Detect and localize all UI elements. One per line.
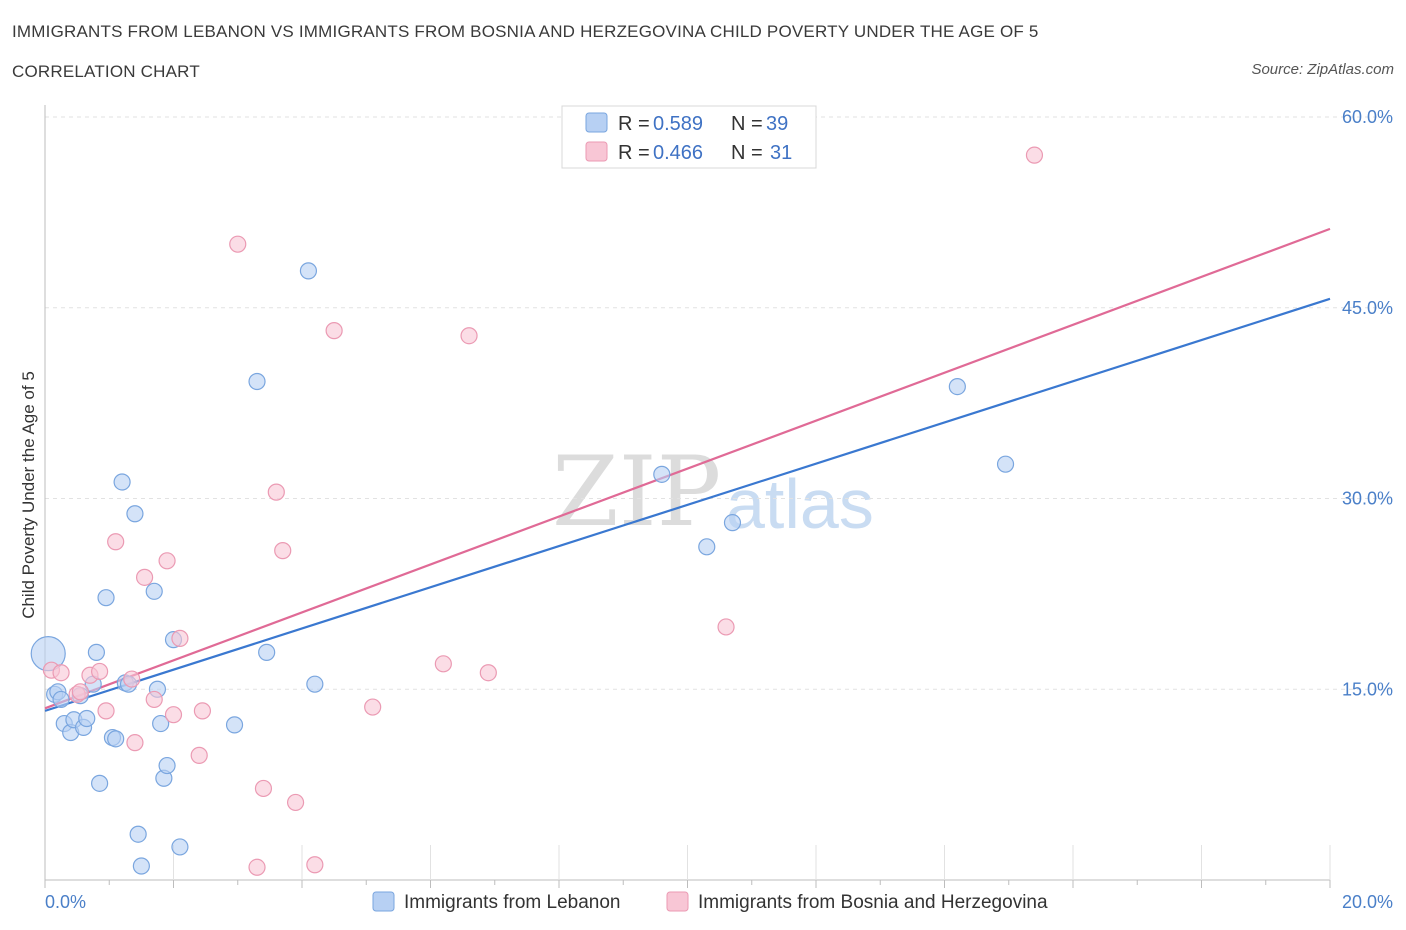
point-bosnia xyxy=(164,706,183,724)
point-bosnia xyxy=(171,629,189,647)
point-lebanon xyxy=(91,774,109,792)
point-lebanon xyxy=(113,473,131,491)
point-lebanon xyxy=(107,730,125,748)
point-bosnia xyxy=(71,683,89,701)
point-lebanon xyxy=(152,714,170,733)
point-lebanon xyxy=(129,825,147,843)
trend-line-lebanon xyxy=(44,297,1331,712)
tick-labels: 15.0% 30.0% 45.0% 60.0% 0.0% 20.0% xyxy=(45,107,1393,912)
y-axis-label: Child Poverty Under the Age of 5 xyxy=(19,371,38,619)
point-lebanon xyxy=(698,538,716,556)
point-lebanon xyxy=(87,643,106,661)
point-lebanon xyxy=(52,690,70,709)
point-bosnia xyxy=(1025,146,1044,164)
point-lebanon xyxy=(299,262,318,280)
point-bosnia xyxy=(434,655,452,673)
point-bosnia xyxy=(306,856,324,874)
legend-r-value: 0.589 xyxy=(653,113,703,135)
point-lebanon xyxy=(248,372,266,391)
point-bosnia xyxy=(229,235,247,253)
series-legend: Immigrants from Lebanon Immigrants from … xyxy=(372,891,1048,913)
axes xyxy=(44,105,1331,888)
point-bosnia xyxy=(254,779,273,798)
point-bosnia xyxy=(135,568,154,586)
source-label: Source: ZipAtlas.com xyxy=(1251,61,1394,78)
point-bosnia xyxy=(145,690,163,709)
point-lebanon xyxy=(653,465,671,483)
y-tick-label: 30.0% xyxy=(1342,489,1393,509)
point-bosnia xyxy=(286,793,305,812)
legend-n-label: N = xyxy=(731,113,763,135)
point-lebanon xyxy=(97,589,115,607)
point-lebanon xyxy=(158,756,176,775)
trend-lines xyxy=(44,227,1331,712)
point-bosnia xyxy=(107,533,125,551)
point-lebanon xyxy=(723,514,742,532)
legend-n-value: 31 xyxy=(770,142,792,164)
chart-subtitle: CORRELATION CHART xyxy=(12,62,200,81)
stats-legend: R = 0.589 N = 39 R = 0.466 N = 31 xyxy=(561,105,817,169)
x-tick-label: 0.0% xyxy=(45,892,86,912)
x-tick-label: 20.0% xyxy=(1342,892,1393,912)
point-bosnia xyxy=(717,618,735,636)
bottom-legend-swatch-lebanon xyxy=(372,891,395,912)
trend-line-bosnia xyxy=(44,227,1331,710)
point-bosnia xyxy=(126,734,144,752)
watermark-zip: ZIP xyxy=(552,436,721,548)
point-bosnia xyxy=(479,664,497,682)
point-lebanon xyxy=(306,675,324,693)
point-bosnia xyxy=(267,483,285,501)
legend-swatch-bosnia xyxy=(585,141,608,162)
data-points xyxy=(30,146,1044,876)
legend-swatch-lebanon xyxy=(585,112,608,133)
point-lebanon xyxy=(126,505,144,523)
bottom-legend-lebanon: Immigrants from Lebanon xyxy=(404,892,621,913)
point-bosnia xyxy=(52,664,70,682)
y-tick-label: 45.0% xyxy=(1342,298,1393,318)
point-bosnia xyxy=(364,698,382,716)
legend-r-label: R = xyxy=(618,113,650,135)
y-tick-label: 60.0% xyxy=(1342,107,1393,127)
point-lebanon xyxy=(171,838,189,856)
point-lebanon xyxy=(948,377,966,396)
point-lebanon xyxy=(258,643,276,661)
bottom-legend-bosnia: Immigrants from Bosnia and Herzegovina xyxy=(698,892,1048,913)
legend-n-value: 39 xyxy=(766,113,788,135)
point-bosnia xyxy=(193,702,212,720)
legend-n-label: N = xyxy=(731,142,763,164)
point-bosnia xyxy=(190,746,208,764)
point-bosnia xyxy=(91,662,109,681)
point-bosnia xyxy=(123,670,141,688)
point-bosnia xyxy=(460,327,478,345)
point-lebanon xyxy=(78,709,96,728)
legend-r-label: R = xyxy=(618,142,650,164)
bottom-legend-swatch-bosnia xyxy=(666,891,689,912)
point-lebanon xyxy=(996,455,1015,473)
point-bosnia xyxy=(97,702,115,720)
point-lebanon xyxy=(225,716,244,734)
point-bosnia xyxy=(325,322,343,340)
watermark-atlas: atlas xyxy=(726,465,874,543)
point-lebanon xyxy=(132,857,150,875)
point-bosnia xyxy=(274,542,292,560)
point-bosnia xyxy=(158,552,176,570)
y-tick-label: 15.0% xyxy=(1342,679,1393,699)
point-lebanon xyxy=(145,582,163,600)
grid-lines xyxy=(45,116,1390,690)
chart-title: IMMIGRANTS FROM LEBANON VS IMMIGRANTS FR… xyxy=(12,22,1039,41)
legend-r-value: 0.466 xyxy=(653,142,703,164)
point-bosnia xyxy=(248,858,266,876)
